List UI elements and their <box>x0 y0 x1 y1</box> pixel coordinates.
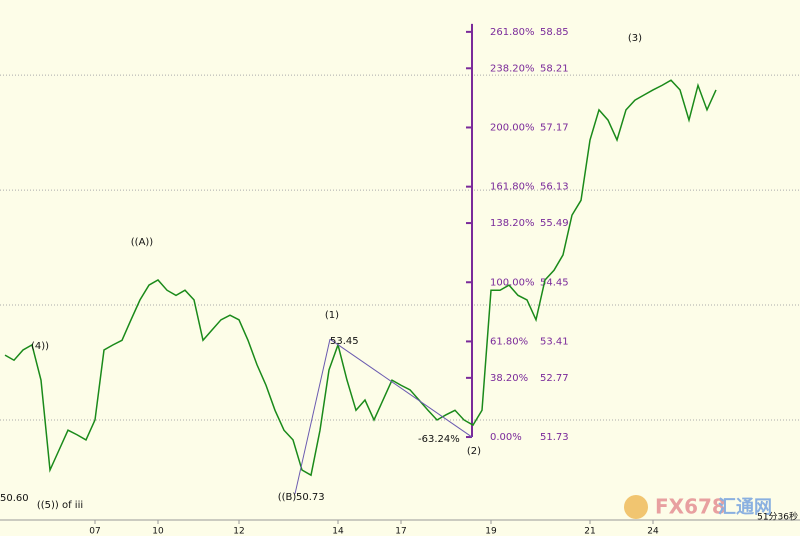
fib-price: 53.41 <box>540 336 569 347</box>
wave-label: ((5)) of iii <box>37 500 83 511</box>
wave-label: (3) <box>628 33 642 44</box>
x-tick-label: 12 <box>233 527 244 536</box>
price-label: 50.73 <box>296 492 325 503</box>
fib-percent: 138.20% <box>490 218 535 229</box>
fib-percent: 61.80% <box>490 336 528 347</box>
retracement-label: -63.24% <box>418 434 460 445</box>
wave-label: ((B) <box>278 492 297 503</box>
fib-price: 55.49 <box>540 218 569 229</box>
fib-price: 51.73 <box>540 432 569 443</box>
fib-price: 58.21 <box>540 63 569 74</box>
x-tick-label: 14 <box>332 527 344 536</box>
wave-label: (4)) <box>31 341 49 352</box>
wave-label: (1) <box>325 310 339 321</box>
fib-percent: 238.20% <box>490 63 535 74</box>
fib-price: 58.85 <box>540 27 569 38</box>
price-label: 53.45 <box>330 336 359 347</box>
price-label: 50.60 <box>0 493 29 504</box>
price-line <box>4 79 717 477</box>
fib-price: 57.17 <box>540 122 569 133</box>
wave-label: ((A)) <box>131 237 154 248</box>
fib-price: 54.45 <box>540 277 569 288</box>
x-tick-label: 21 <box>584 527 595 536</box>
fib-price: 56.13 <box>540 182 569 193</box>
fib-percent: 161.80% <box>490 182 535 193</box>
fib-percent: 200.00% <box>490 122 535 133</box>
timer: 51分36秒 <box>757 511 798 523</box>
logo <box>624 495 648 519</box>
wave-label: (2) <box>467 446 481 457</box>
wave-line <box>294 339 331 495</box>
watermark: FX678 <box>655 495 726 519</box>
watermark: 汇通网 <box>718 497 772 518</box>
x-tick-label: 07 <box>89 527 100 536</box>
x-tick-label: 17 <box>395 527 406 536</box>
fib-percent: 261.80% <box>490 27 535 38</box>
x-tick-label: 24 <box>647 527 659 536</box>
fib-percent: 0.00% <box>490 432 522 443</box>
x-tick-label: 10 <box>152 527 164 536</box>
fib-percent: 100.00% <box>490 277 535 288</box>
wave-line <box>329 338 473 438</box>
fib-price: 52.77 <box>540 373 569 384</box>
fib-percent: 38.20% <box>490 373 528 384</box>
x-tick-label: 19 <box>485 527 497 536</box>
